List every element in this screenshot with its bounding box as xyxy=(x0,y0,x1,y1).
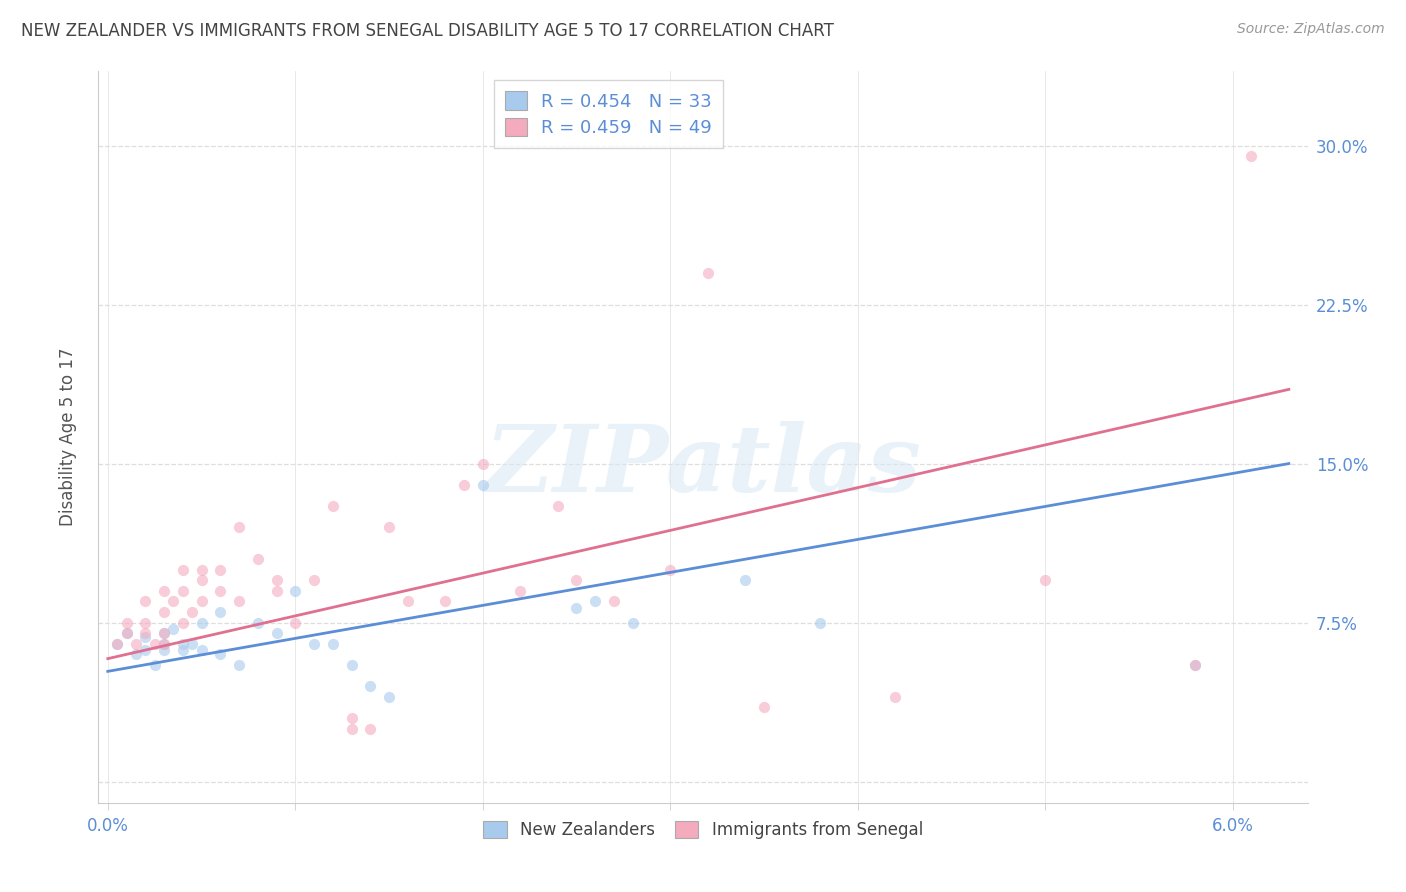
Point xyxy=(172,643,194,657)
Point xyxy=(266,573,288,587)
Point xyxy=(284,583,307,598)
Point xyxy=(565,600,588,615)
Point xyxy=(209,583,232,598)
Point xyxy=(153,583,176,598)
Point xyxy=(884,690,907,704)
Point xyxy=(209,648,232,662)
Point xyxy=(340,722,363,736)
Point xyxy=(181,637,204,651)
Point xyxy=(190,615,212,630)
Point xyxy=(266,583,288,598)
Point xyxy=(162,622,184,636)
Point xyxy=(172,615,194,630)
Point xyxy=(134,626,156,640)
Point xyxy=(340,658,363,673)
Point xyxy=(302,637,325,651)
Point xyxy=(1033,573,1056,587)
Point xyxy=(808,615,831,630)
Point xyxy=(228,594,250,608)
Y-axis label: Disability Age 5 to 17: Disability Age 5 to 17 xyxy=(59,348,77,526)
Point xyxy=(162,594,184,608)
Point xyxy=(134,615,156,630)
Point xyxy=(190,563,212,577)
Point xyxy=(547,499,569,513)
Point xyxy=(1240,149,1263,163)
Point xyxy=(153,626,176,640)
Point xyxy=(471,477,494,491)
Point xyxy=(153,626,176,640)
Point xyxy=(209,605,232,619)
Point xyxy=(378,520,401,534)
Point xyxy=(621,615,644,630)
Point xyxy=(153,637,176,651)
Point xyxy=(302,573,325,587)
Point xyxy=(134,643,156,657)
Point xyxy=(125,637,148,651)
Point xyxy=(471,457,494,471)
Point xyxy=(340,711,363,725)
Point xyxy=(322,499,344,513)
Point xyxy=(246,615,269,630)
Text: Source: ZipAtlas.com: Source: ZipAtlas.com xyxy=(1237,22,1385,37)
Point xyxy=(172,563,194,577)
Point xyxy=(105,637,128,651)
Point xyxy=(134,631,156,645)
Point xyxy=(509,583,531,598)
Text: NEW ZEALANDER VS IMMIGRANTS FROM SENEGAL DISABILITY AGE 5 TO 17 CORRELATION CHAR: NEW ZEALANDER VS IMMIGRANTS FROM SENEGAL… xyxy=(21,22,834,40)
Point xyxy=(434,594,457,608)
Point xyxy=(172,583,194,598)
Point xyxy=(172,637,194,651)
Point xyxy=(143,658,166,673)
Point xyxy=(246,552,269,566)
Point xyxy=(115,615,138,630)
Point xyxy=(359,679,381,693)
Point xyxy=(453,477,475,491)
Point xyxy=(378,690,401,704)
Point xyxy=(190,643,212,657)
Point xyxy=(105,637,128,651)
Text: ZIPatlas: ZIPatlas xyxy=(485,421,921,511)
Legend: New Zealanders, Immigrants from Senegal: New Zealanders, Immigrants from Senegal xyxy=(477,814,929,846)
Point xyxy=(1184,658,1206,673)
Point xyxy=(228,520,250,534)
Point xyxy=(284,615,307,630)
Point xyxy=(1184,658,1206,673)
Point xyxy=(266,626,288,640)
Point xyxy=(322,637,344,651)
Point xyxy=(190,573,212,587)
Point xyxy=(696,266,718,280)
Point xyxy=(583,594,606,608)
Point xyxy=(153,637,176,651)
Point xyxy=(115,626,138,640)
Point xyxy=(153,605,176,619)
Point xyxy=(359,722,381,736)
Point xyxy=(752,700,775,714)
Point xyxy=(209,563,232,577)
Point xyxy=(659,563,682,577)
Point xyxy=(396,594,419,608)
Point xyxy=(181,605,204,619)
Point xyxy=(565,573,588,587)
Point xyxy=(153,643,176,657)
Point xyxy=(190,594,212,608)
Point xyxy=(228,658,250,673)
Point xyxy=(134,594,156,608)
Point xyxy=(125,648,148,662)
Point xyxy=(734,573,756,587)
Point xyxy=(143,637,166,651)
Point xyxy=(115,626,138,640)
Point xyxy=(603,594,626,608)
